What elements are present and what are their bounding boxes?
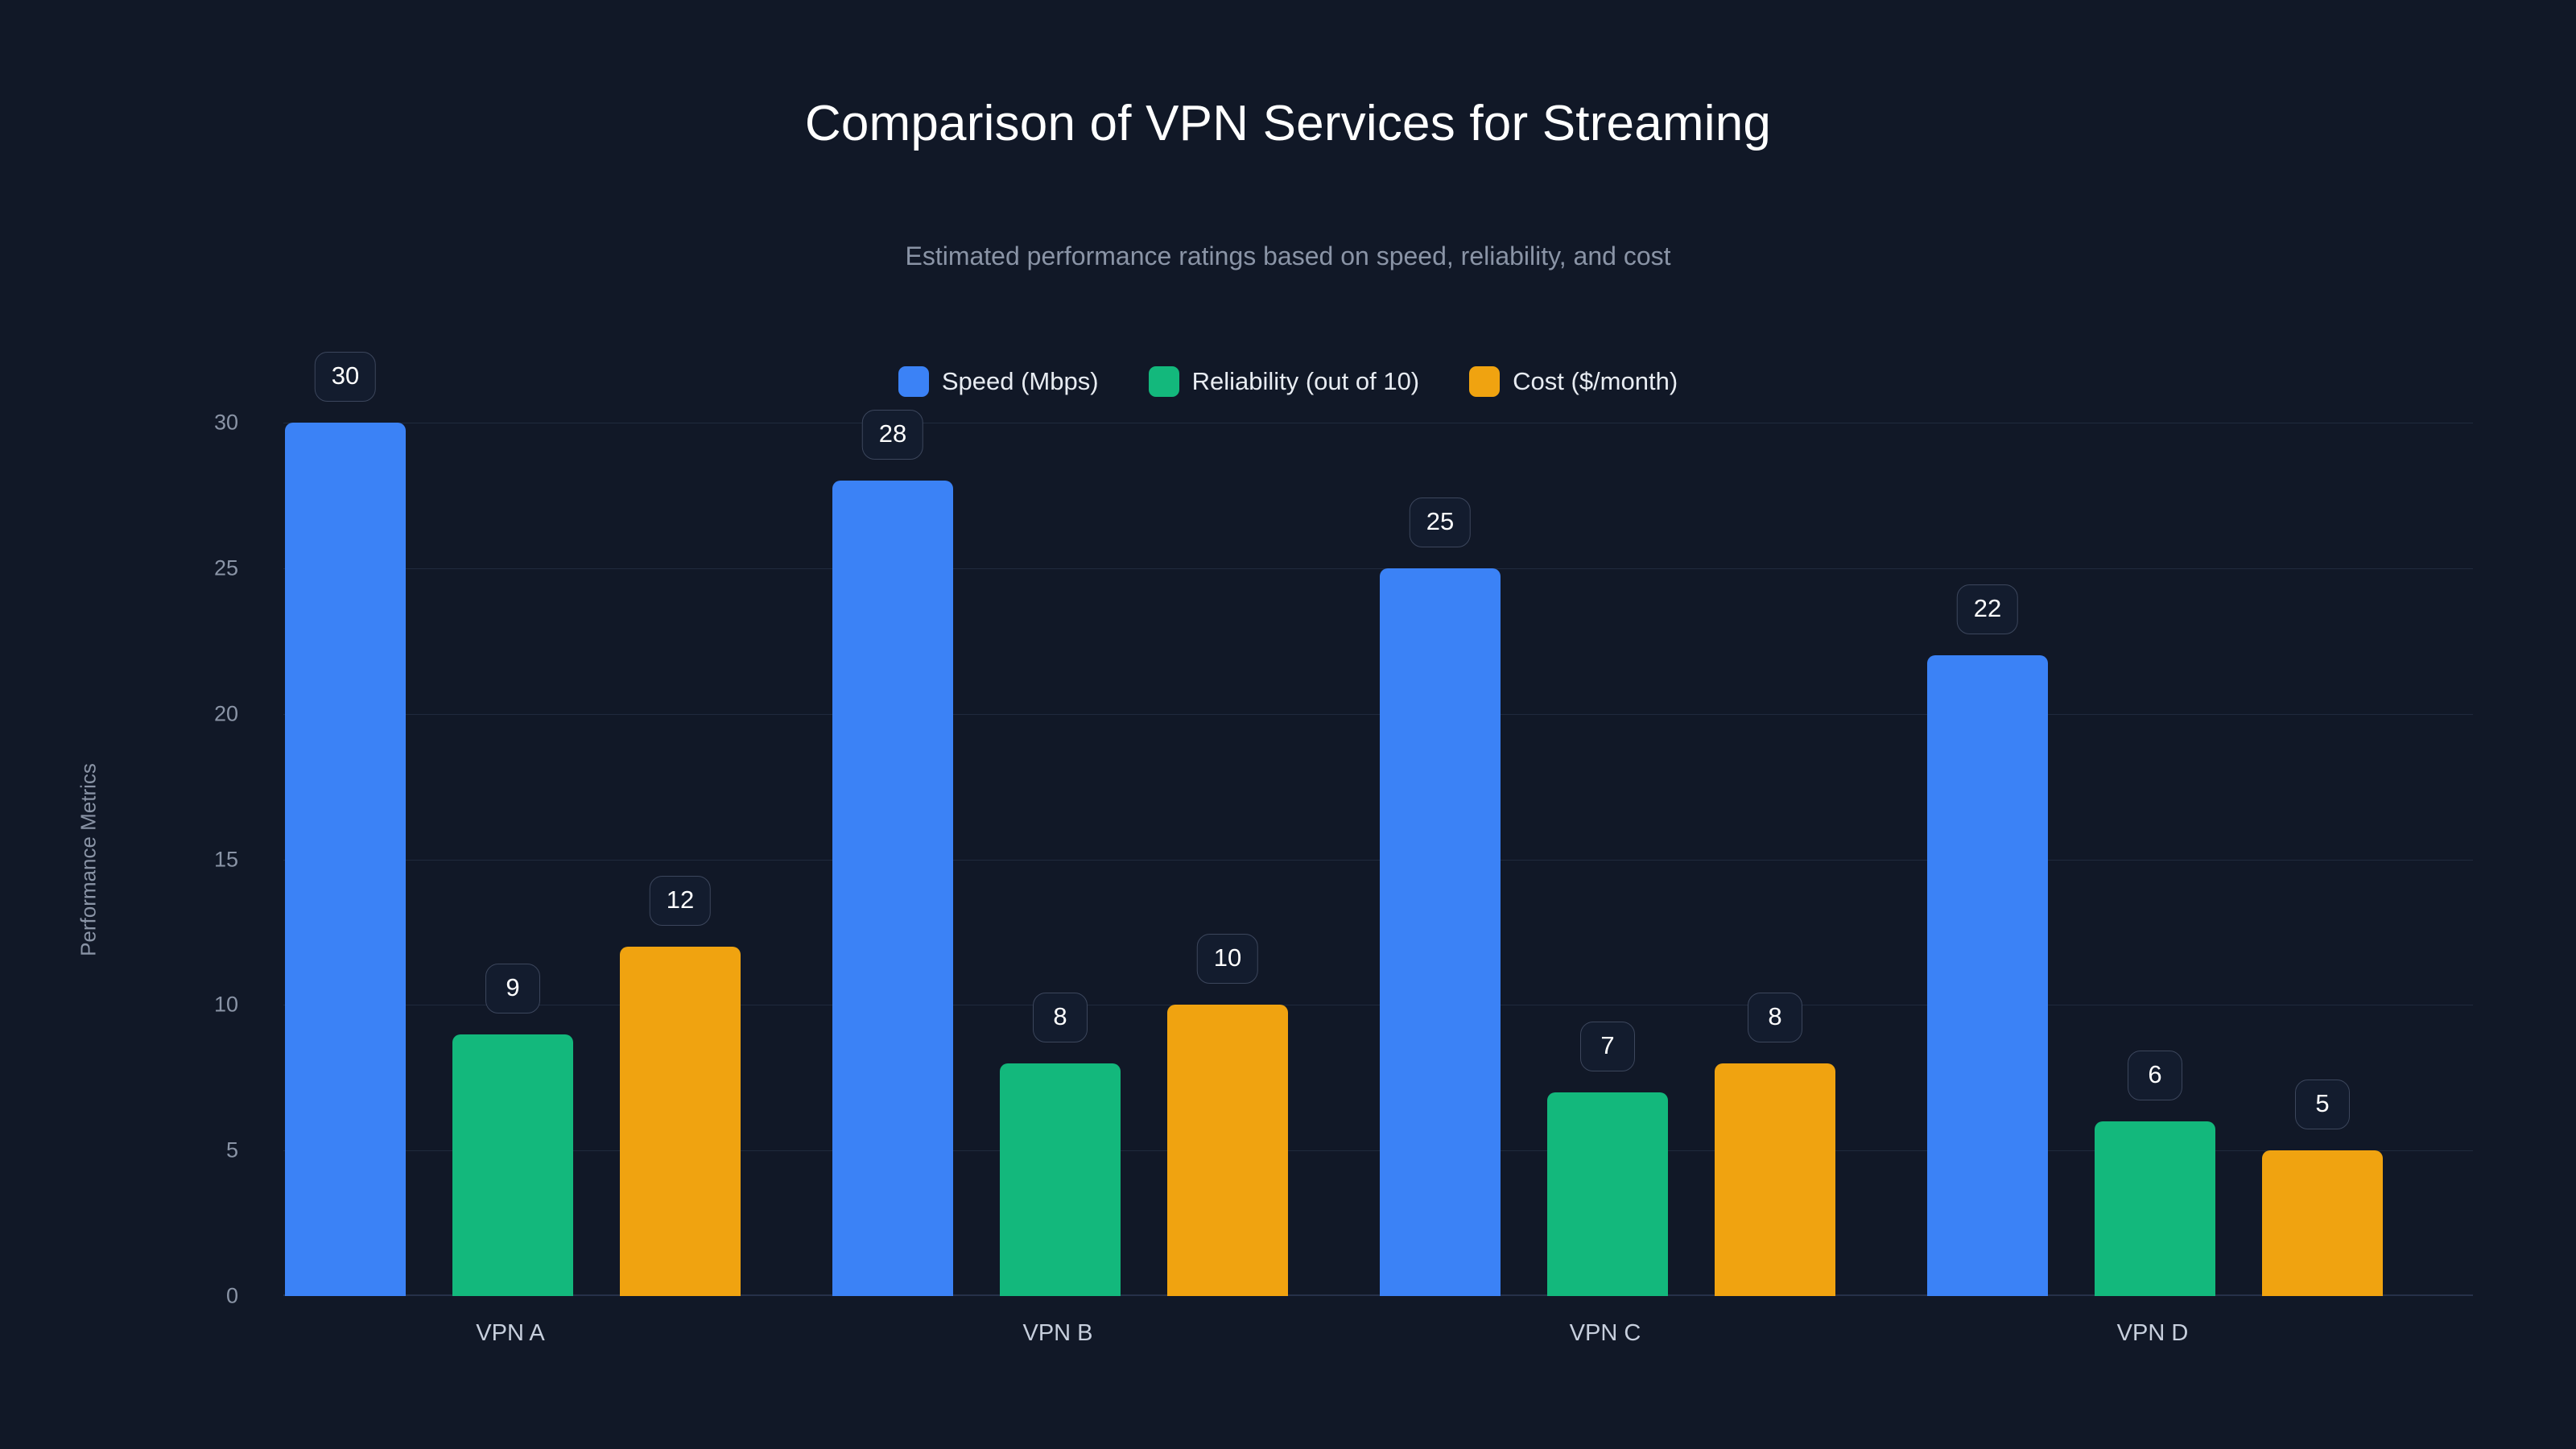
bar-column: 22 [1927, 423, 2048, 1296]
y-tick-label: 30 [213, 410, 238, 435]
bar-value-label: 10 [1196, 934, 1259, 985]
bar-group-bars: 25 7 8 [1378, 423, 1926, 1296]
bar-column: 28 [832, 410, 953, 1296]
bar-value-label: 8 [1033, 992, 1088, 1042]
bar-value-label: 12 [649, 876, 712, 926]
legend-swatch-cost-icon [1469, 366, 1501, 397]
bar[interactable] [1167, 1005, 1288, 1296]
y-tick-label: 5 [225, 1137, 238, 1162]
bar[interactable] [1547, 1092, 1668, 1296]
bar-value-label: 25 [1409, 497, 1472, 547]
bar-value-label: 7 [1580, 1021, 1635, 1071]
bar[interactable] [2095, 1121, 2215, 1296]
x-tick-label: VPN A [476, 1320, 545, 1346]
bar-value-label: 5 [2295, 1080, 2350, 1130]
x-label-cell: VPN D [1926, 1320, 2473, 1356]
bar-column: 6 [2095, 423, 2215, 1296]
gridline [283, 1150, 2473, 1152]
bar-group: 25 7 8 [1378, 423, 1926, 1296]
bar-groups: 30 9 12 28 8 10 25 7 8 22 6 5 [283, 352, 2473, 1296]
bar-group-bars: 30 9 12 [283, 352, 831, 1296]
y-tick-label: 25 [213, 555, 238, 580]
chart-subtitle: Estimated performance ratings based on s… [905, 242, 1671, 270]
x-label-cell: VPN B [831, 1320, 1378, 1356]
chart-legend: Speed (Mbps) Reliability (out of 10) Cos… [0, 366, 2576, 397]
bar[interactable] [285, 423, 406, 1296]
page-title: Comparison of VPN Services for Streaming [804, 96, 1772, 151]
legend-label-speed: Speed (Mbps) [941, 367, 1099, 395]
legend-swatch-speed-icon [898, 366, 929, 397]
gridline [283, 568, 2473, 569]
bar-group: 30 9 12 [283, 352, 831, 1296]
y-tick-label: 0 [225, 1283, 238, 1308]
bar[interactable] [2262, 1150, 2383, 1296]
legend-label-reliability: Reliability (out of 10) [1191, 367, 1420, 395]
y-tick-label: 20 [213, 701, 238, 726]
bar[interactable] [452, 1034, 573, 1296]
bar-column: 8 [1000, 423, 1121, 1296]
bar-column: 7 [1547, 423, 1668, 1296]
legend-item-cost[interactable]: Cost ($/month) [1469, 366, 1678, 397]
bar[interactable] [832, 481, 953, 1296]
legend-label-cost: Cost ($/month) [1513, 367, 1678, 395]
gridline [283, 713, 2473, 715]
bar-column: 10 [1167, 423, 1288, 1296]
bar-value-label: 22 [1956, 584, 2019, 635]
x-tick-label: VPN D [2116, 1320, 2189, 1346]
bar-group: 22 6 5 [1926, 423, 2473, 1296]
bar-value-label: 6 [2128, 1051, 2182, 1100]
bar[interactable] [1927, 655, 2048, 1296]
x-axis-baseline [283, 1294, 2473, 1296]
bar-column: 12 [620, 423, 741, 1296]
bar[interactable] [1380, 568, 1501, 1296]
legend-item-reliability[interactable]: Reliability (out of 10) [1148, 366, 1420, 397]
y-tick-label: 15 [213, 847, 238, 871]
x-label-cell: VPN C [1378, 1320, 1926, 1356]
legend-item-speed[interactable]: Speed (Mbps) [898, 366, 1099, 397]
bar-column: 5 [2262, 423, 2383, 1296]
bar[interactable] [1000, 1063, 1121, 1296]
plot-area [283, 423, 2473, 1296]
y-axis-title: Performance Metrics [76, 763, 101, 956]
x-label-cell: VPN A [283, 1320, 831, 1356]
bar-value-label: 28 [861, 410, 924, 460]
legend-swatch-reliability-icon [1148, 366, 1179, 397]
gridline [283, 859, 2473, 861]
x-tick-label: VPN B [1022, 1320, 1093, 1346]
bar-column: 8 [1715, 423, 1835, 1296]
bar[interactable] [620, 947, 741, 1296]
x-axis-labels: VPN A VPN B VPN C VPN D [283, 1320, 2473, 1356]
bar-group: 28 8 10 [831, 410, 1378, 1296]
y-axis-ticks: 0 5 10 15 20 25 30 [0, 411, 266, 1308]
bar-value-label: 9 [485, 963, 540, 1013]
bar-column: 9 [452, 423, 573, 1296]
bar-value-label: 8 [1748, 992, 1802, 1042]
bar-group-bars: 22 6 5 [1926, 423, 2473, 1296]
bar-value-label: 30 [314, 352, 377, 402]
y-tick-label: 10 [213, 992, 238, 1017]
bar-column: 25 [1380, 423, 1501, 1296]
x-tick-label: VPN C [1569, 1320, 1641, 1346]
bar[interactable] [1715, 1063, 1835, 1296]
bar-group-bars: 28 8 10 [831, 410, 1378, 1296]
bar-column: 30 [285, 352, 406, 1296]
